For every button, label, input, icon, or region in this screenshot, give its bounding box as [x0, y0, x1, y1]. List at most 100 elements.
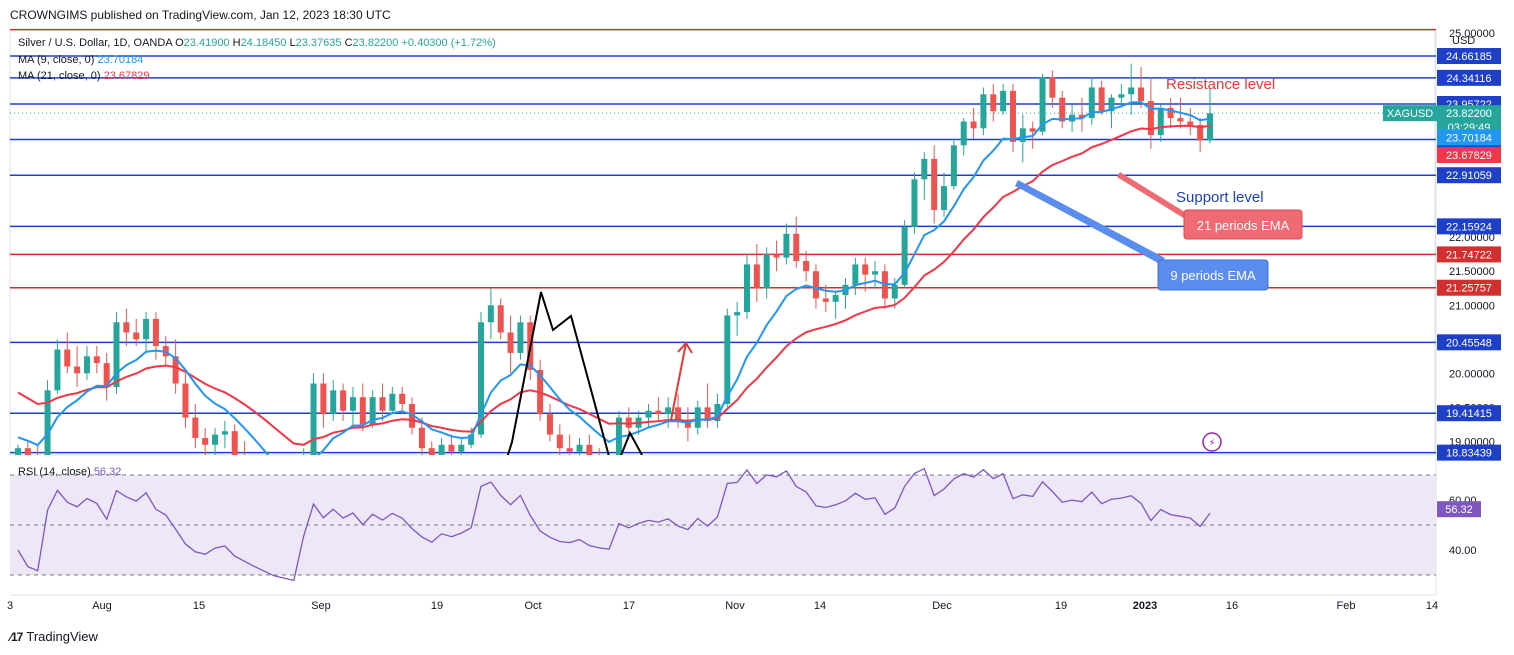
- candle-body: [1019, 128, 1026, 142]
- candle-body: [773, 254, 780, 258]
- ma9-tag: [1437, 129, 1501, 146]
- ma21-tag: [1437, 146, 1501, 163]
- candle-body: [1039, 77, 1046, 132]
- price-level-tag: [1437, 405, 1501, 422]
- candle-body: [320, 383, 327, 415]
- price-level-tag: [1437, 48, 1501, 65]
- candle-body: [586, 444, 593, 455]
- candle-body: [724, 315, 731, 404]
- time-tick: 16: [1226, 600, 1238, 612]
- time-tick: Oct: [524, 600, 541, 612]
- candle-body: [24, 448, 31, 455]
- candle-body: [143, 318, 150, 340]
- candle-body: [1088, 87, 1095, 119]
- candle-body: [960, 121, 967, 146]
- header-bar: CROWNGIMS published on TradingView.com, …: [0, 0, 1514, 30]
- time-tick: 19: [1055, 600, 1067, 612]
- resistance-label: Resistance level: [1166, 76, 1275, 93]
- last-price-text: 23.82200: [1446, 108, 1492, 120]
- candle-body: [901, 226, 908, 285]
- swing-drawing: [506, 291, 610, 455]
- candle-body: [704, 407, 711, 421]
- swing-drawing-2: [620, 430, 643, 455]
- time-tick: Feb: [1337, 600, 1356, 612]
- candle-body: [369, 397, 376, 425]
- time-tick: 15: [193, 600, 205, 612]
- rsi-value-tag: [1437, 501, 1481, 518]
- time-tick: Aug: [92, 600, 112, 612]
- price-level-tag-text: 21.25757: [1446, 283, 1492, 295]
- up-arrow-head: [677, 341, 693, 354]
- candle-body: [389, 393, 396, 411]
- price-level-tag: [1437, 279, 1501, 296]
- price-level-tag-text: 18.83439: [1446, 448, 1492, 460]
- candle-body: [310, 383, 317, 455]
- time-tick: Dec: [932, 600, 952, 612]
- rsi-line: [17, 467, 1211, 582]
- candles-group: [15, 63, 1213, 469]
- ma9-line: [17, 101, 1211, 455]
- candle-body: [832, 295, 839, 302]
- candle-body: [950, 145, 957, 187]
- price-tick: 21.00000: [1449, 300, 1495, 312]
- price-level-tag-text: 24.66185: [1446, 51, 1492, 63]
- ema21-label-box: [1183, 209, 1303, 240]
- candle-body: [399, 393, 406, 404]
- candle-body: [242, 455, 248, 469]
- ema9-label: 9 periods EMA: [1170, 268, 1256, 283]
- candle-body: [44, 390, 51, 455]
- candle-body: [93, 356, 100, 364]
- candle-body: [448, 444, 455, 452]
- symbol-tag: [1383, 105, 1437, 122]
- candle-body: [103, 363, 110, 387]
- candle-body: [921, 158, 928, 180]
- legend-line-1: Silver / U.S. Dollar, 1D, OANDA O23.4190…: [18, 37, 496, 49]
- candle-body: [1029, 128, 1036, 132]
- candle-body: [349, 397, 356, 411]
- candle-body: [182, 383, 189, 418]
- rsi-tick-40: 40.00: [1449, 545, 1477, 557]
- price-level-tag: [1437, 167, 1501, 184]
- candle-body: [941, 186, 948, 210]
- candle-body: [655, 410, 662, 415]
- candle-body: [497, 305, 504, 333]
- candle-body: [379, 397, 386, 411]
- legend-ma21: MA (21, close, 0) 23.67829: [18, 70, 149, 82]
- candle-body: [645, 410, 652, 418]
- tradingview-brand[interactable]: ⁄17 TradingView: [10, 629, 98, 644]
- candle-body: [862, 264, 869, 275]
- candle-body: [1138, 87, 1145, 102]
- price-level-tag-text: 22.91059: [1446, 170, 1492, 182]
- candle-body: [517, 322, 524, 353]
- candle-body: [113, 322, 120, 387]
- price-level-tag-text: 19.41415: [1446, 408, 1492, 420]
- candle-body: [1177, 118, 1184, 122]
- candle-body: [665, 407, 672, 415]
- candle-body: [487, 305, 494, 323]
- ema21-label: 21 periods EMA: [1197, 218, 1290, 233]
- candle-body: [35, 455, 41, 462]
- candle-body: [1157, 107, 1164, 136]
- candle-body: [1009, 90, 1016, 142]
- candle-body: [615, 417, 622, 455]
- candle-body: [734, 312, 741, 316]
- lightning-icon: ⚡: [1208, 438, 1215, 449]
- candle-body: [478, 322, 485, 435]
- price-level-tag-text: 21.74722: [1446, 249, 1492, 261]
- candle-body: [74, 366, 81, 374]
- candle-body: [202, 437, 209, 445]
- time-tick: 2023: [1133, 600, 1157, 612]
- price-tick: 25.00000: [1449, 28, 1495, 40]
- ema9-pointer: [1015, 180, 1165, 264]
- candle-body: [812, 271, 819, 299]
- candle-body: [783, 233, 790, 258]
- candle-body: [1098, 87, 1105, 112]
- candle-body: [133, 332, 140, 340]
- candle-body: [192, 417, 199, 438]
- candle-body: [231, 431, 238, 455]
- price-level-tag: [1437, 69, 1501, 86]
- ema21-pointer: [1117, 172, 1188, 219]
- time-tick: 14: [814, 600, 826, 612]
- candle-body: [1167, 107, 1174, 119]
